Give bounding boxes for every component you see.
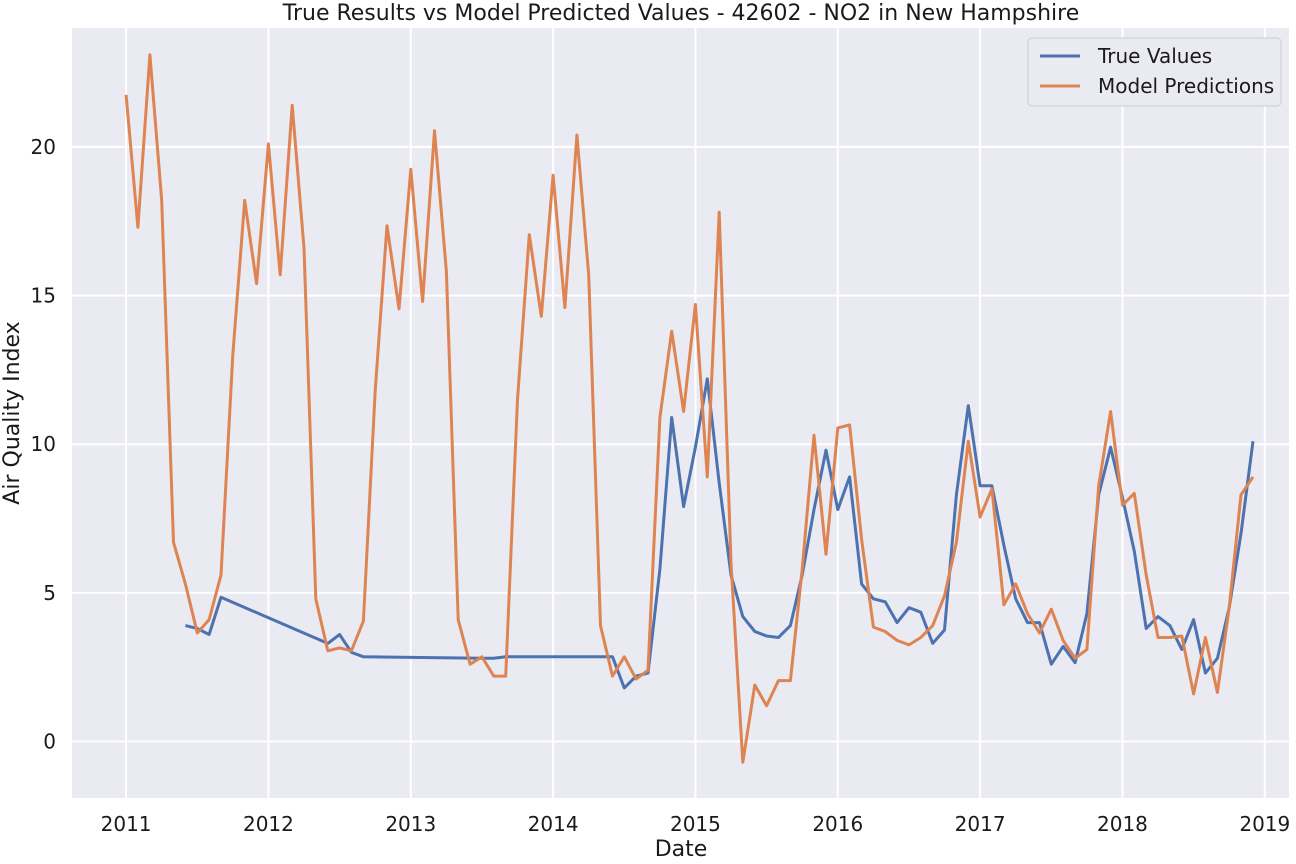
y-axis-label: Air Quality Index [0,321,25,504]
legend: True Values Model Predictions [1027,37,1282,107]
y-axis-ticks: 0 5 10 15 20 [31,135,56,754]
y-tick-label: 20 [31,135,56,159]
x-tick-label: 2015 [670,812,721,836]
x-tick-label: 2019 [1239,812,1290,836]
series-layer [124,53,1255,764]
x-tick-label: 2016 [812,812,863,836]
x-tick-label: 2011 [101,812,152,836]
x-axis-label: Date [655,837,708,862]
x-axis-ticks: 2011 2012 2013 2014 2015 2016 2017 2018 2019 [101,812,1291,836]
y-tick-label: 0 [43,730,56,754]
x-tick-label: 2012 [243,812,294,836]
y-tick-label: 15 [31,284,56,308]
plot-background [72,28,1289,798]
legend-box [1027,37,1282,107]
x-tick-label: 2018 [1097,812,1148,836]
series-line-model-predictions [124,53,1255,764]
legend-label-true-values: True Values [1097,44,1212,68]
x-tick-label: 2017 [955,812,1006,836]
x-tick-label: 2014 [528,812,579,836]
legend-label-model-predictions: Model Predictions [1098,74,1274,98]
y-tick-label: 10 [31,432,56,456]
x-tick-label: 2013 [385,812,436,836]
y-tick-label: 5 [43,581,56,605]
grid [72,28,1289,798]
chart-title: True Results vs Model Predicted Values -… [282,1,1079,26]
